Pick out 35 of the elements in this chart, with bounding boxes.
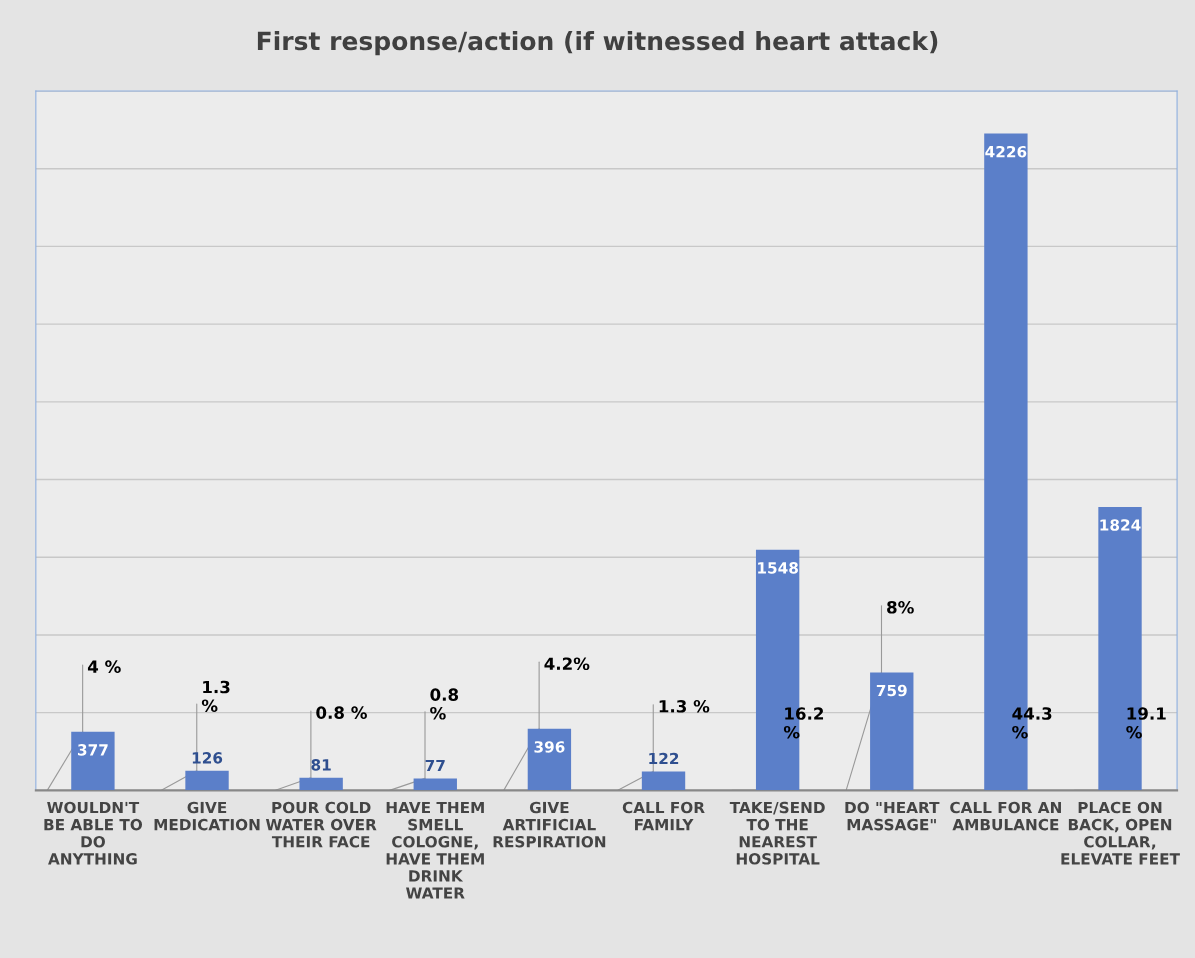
x-tick-label: CALL FOR AN AMBULANCE	[950, 801, 1061, 831]
data-label: 759	[876, 684, 907, 697]
annotation: 1.3 %	[201, 680, 230, 712]
bar	[413, 778, 457, 791]
data-label: 4226	[985, 145, 1027, 158]
data-label: 396	[534, 741, 565, 753]
data-label: 81	[311, 759, 331, 771]
x-tick-label: HAVE THEM SMELL COLOGNE, HAVE THEM DRINK WATER	[386, 801, 484, 899]
annotation: 8%	[887, 601, 914, 614]
bar	[527, 728, 572, 791]
data-label: 126	[192, 752, 223, 764]
x-tick-label: GIVE MEDICATION	[154, 801, 260, 831]
bar	[870, 672, 914, 791]
bar	[71, 731, 115, 791]
annotation: 0.8 %	[430, 688, 459, 720]
data-label: 1824	[1100, 519, 1141, 531]
x-tick-label: TAKE/SEND TO THE NEAREST HOSPITAL	[729, 801, 825, 865]
data-label: 77	[425, 759, 445, 772]
x-tick-label: PLACE ON BACK, OPEN COLLAR, ELEVATE FEET	[1061, 801, 1180, 865]
x-tick-label: WOULDN'T BE ABLE TO DO ANYTHING	[44, 801, 143, 865]
annotation: 1.3 %	[659, 700, 710, 713]
annotation: 4.2%	[544, 657, 590, 671]
x-tick-label: GIVE ARTIFICIAL RESPIRATION	[493, 801, 606, 848]
x-tick-label: DO "HEART MASSAGE"	[845, 801, 940, 831]
data-label: 122	[649, 752, 679, 765]
data-label: 1548	[758, 562, 798, 574]
data-label: 377	[77, 744, 108, 756]
bar	[185, 770, 229, 791]
chart-title: First response/action (if witnessed heart attack)	[257, 31, 938, 56]
annotation: 0.8 %	[316, 706, 367, 719]
bar	[641, 771, 686, 791]
bar	[299, 777, 343, 791]
x-tick-label: POUR COLD WATER OVER THEIR FACE	[265, 801, 377, 848]
annotation: 4 %	[87, 660, 121, 673]
x-tick-label: CALL FOR FAMILY	[622, 801, 705, 831]
